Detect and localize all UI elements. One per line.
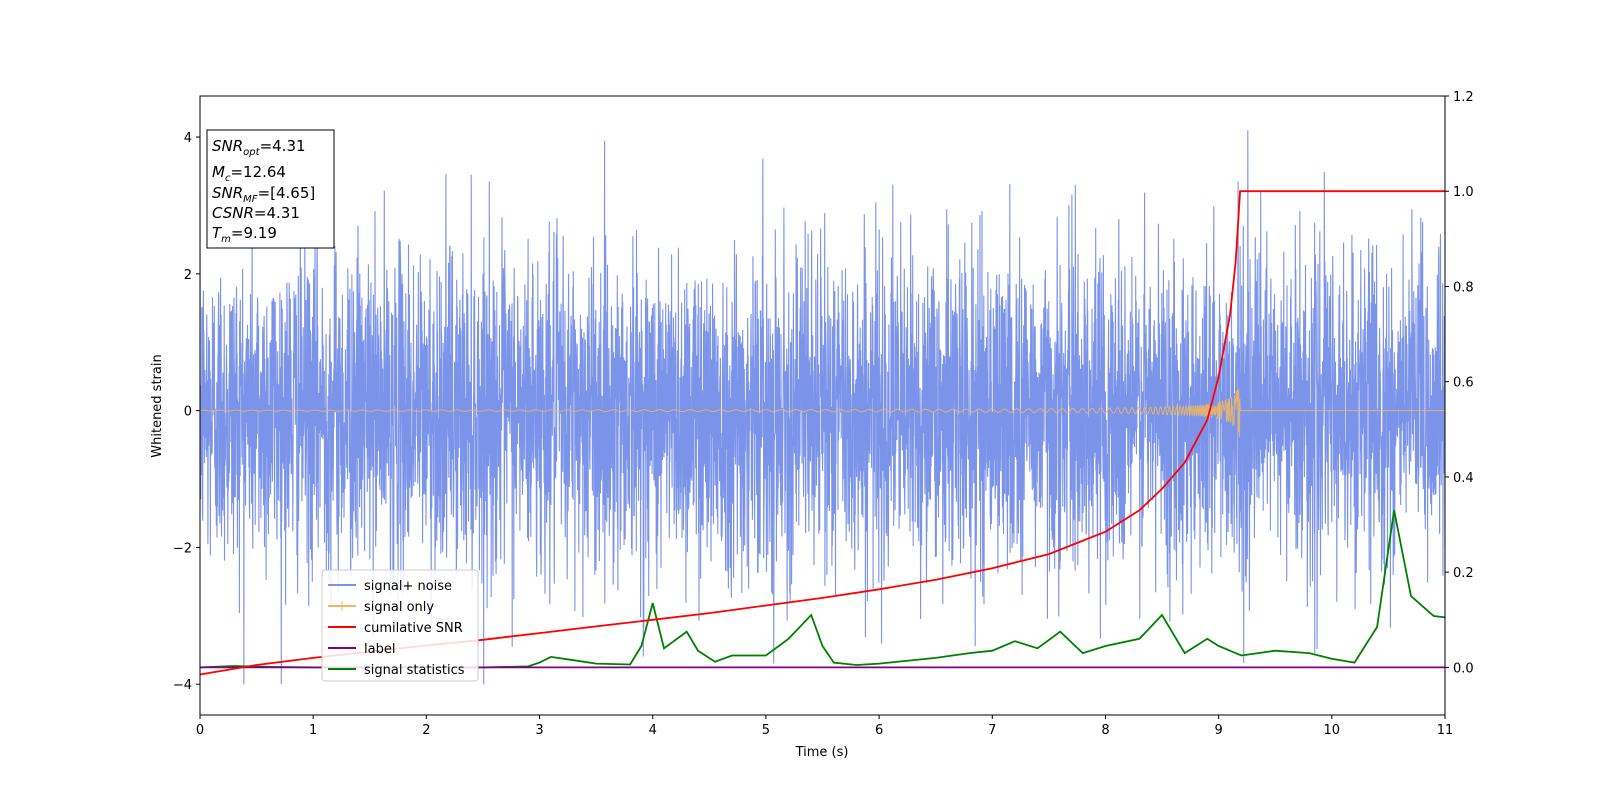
legend-item-signal-statistics: signal statistics xyxy=(328,663,465,678)
signal-only-series xyxy=(199,389,1445,438)
y2-tick-label: 1.2 xyxy=(1453,90,1474,105)
legend-item-label: label xyxy=(328,642,395,657)
signal-only-line xyxy=(199,389,1445,438)
y2-tick-label: 0.0 xyxy=(1453,661,1474,676)
x-tick-label: 10 xyxy=(1324,723,1341,738)
x-tick-label: 1 xyxy=(309,723,317,738)
legend: signal+ noise signal only cumilative SNR… xyxy=(321,569,479,682)
svg-text:signal+ noise: signal+ noise xyxy=(364,579,452,594)
svg-text:signal statistics: signal statistics xyxy=(364,663,465,678)
svg-text:signal only: signal only xyxy=(364,600,434,615)
x-tick-label: 8 xyxy=(1101,723,1109,738)
annotation-mc: Mc=12.64 xyxy=(212,163,286,184)
signal-noise-line xyxy=(199,130,1446,685)
signal-statistics-series xyxy=(199,510,1446,669)
y-axis-ticks: −4 −2 0 2 4 xyxy=(173,131,200,693)
stats-annotation-box: SNRopt=4.31 Mc=12.64 SNRMF=[4.65] CSNR=4… xyxy=(206,129,335,249)
annotation-csnr: CSNR=4.31 xyxy=(212,204,300,222)
legend-item-signal-only: signal only xyxy=(328,600,434,615)
annotation-snr-opt: SNRopt=4.31 xyxy=(212,137,306,158)
x-tick-label: 2 xyxy=(422,723,430,738)
y-tick-label: 0 xyxy=(184,405,192,420)
y2-axis-ticks: 0.0 0.2 0.4 0.6 0.8 1.0 1.2 xyxy=(1445,90,1474,676)
plot-frame xyxy=(199,95,1446,716)
signal-noise-series xyxy=(199,130,1446,685)
signal-statistics-line xyxy=(199,510,1446,669)
y2-tick-label: 0.6 xyxy=(1453,376,1474,391)
y-tick-label: 4 xyxy=(184,131,192,146)
y2-tick-label: 1.0 xyxy=(1453,185,1474,200)
annotation-tm: Tm=9.19 xyxy=(212,224,277,245)
x-tick-label: 0 xyxy=(196,723,204,738)
y2-tick-label: 0.4 xyxy=(1453,471,1474,486)
x-axis-label: Time (s) xyxy=(795,745,849,760)
x-tick-label: 5 xyxy=(762,723,770,738)
y-tick-label: −4 xyxy=(173,678,192,693)
x-tick-label: 3 xyxy=(535,723,543,738)
y-tick-label: −2 xyxy=(173,541,192,556)
legend-item-signal-noise: signal+ noise xyxy=(328,579,452,594)
x-tick-label: 4 xyxy=(649,723,657,738)
svg-text:label: label xyxy=(364,642,395,657)
y-axis-label: Whitened strain xyxy=(150,354,165,457)
x-tick-label: 7 xyxy=(988,723,996,738)
x-tick-label: 9 xyxy=(1214,723,1222,738)
legend-item-cumulative-snr: cumilative SNR xyxy=(328,621,463,636)
x-axis-ticks: 0 1 2 3 4 5 6 7 8 9 10 11 xyxy=(196,715,1453,738)
annotation-snr-mf: SNRMF=[4.65] xyxy=(212,184,315,205)
y2-tick-label: 0.2 xyxy=(1453,566,1474,581)
y-tick-label: 2 xyxy=(184,268,192,283)
x-tick-label: 6 xyxy=(875,723,883,738)
x-tick-label: 11 xyxy=(1437,723,1454,738)
y2-tick-label: 0.8 xyxy=(1453,280,1474,295)
svg-text:cumilative SNR: cumilative SNR xyxy=(364,621,463,636)
